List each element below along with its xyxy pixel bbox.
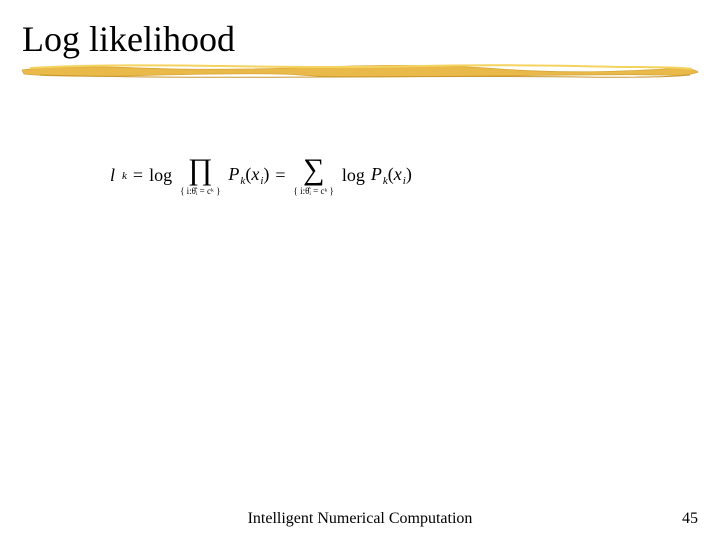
formula-lhs-var: l [110, 165, 115, 186]
slide: Log likelihood lk = log ∏ { i:θ̂ᵢ = cᵏ }… [0, 0, 720, 540]
formula-eq1: = [133, 165, 143, 186]
product-operator: ∏ { i:θ̂ᵢ = cᵏ } [180, 155, 220, 196]
term1-close: ) [263, 164, 269, 184]
formula-equation: lk = log ∏ { i:θ̂ᵢ = cᵏ } Pk(xi) = ∑ { i… [110, 155, 412, 196]
term1-x: x [251, 164, 259, 184]
slide-title: Log likelihood [22, 18, 235, 60]
term1-P: P [228, 164, 239, 184]
formula-log2: log [342, 165, 365, 186]
term2-P: P [371, 164, 382, 184]
term2: Pk(xi) [371, 164, 412, 187]
formula-log1: log [149, 165, 172, 186]
term2-x: x [394, 164, 402, 184]
sum-symbol: ∑ [303, 155, 324, 185]
page-number: 45 [682, 510, 698, 528]
sum-operator: ∑ { i:θ̂ᵢ = cᵏ } [294, 155, 334, 196]
product-subscript: { i:θ̂ᵢ = cᵏ } [180, 187, 220, 196]
product-symbol: ∏ [188, 155, 213, 185]
term1: Pk(xi) [228, 164, 269, 187]
formula-eq2: = [275, 165, 285, 186]
formula-lhs-sub: k [122, 170, 127, 182]
title-underline [20, 62, 700, 84]
sum-subscript: { i:θ̂ᵢ = cᵏ } [294, 187, 334, 196]
term2-close: ) [406, 164, 412, 184]
footer-text: Intelligent Numerical Computation [0, 510, 720, 528]
